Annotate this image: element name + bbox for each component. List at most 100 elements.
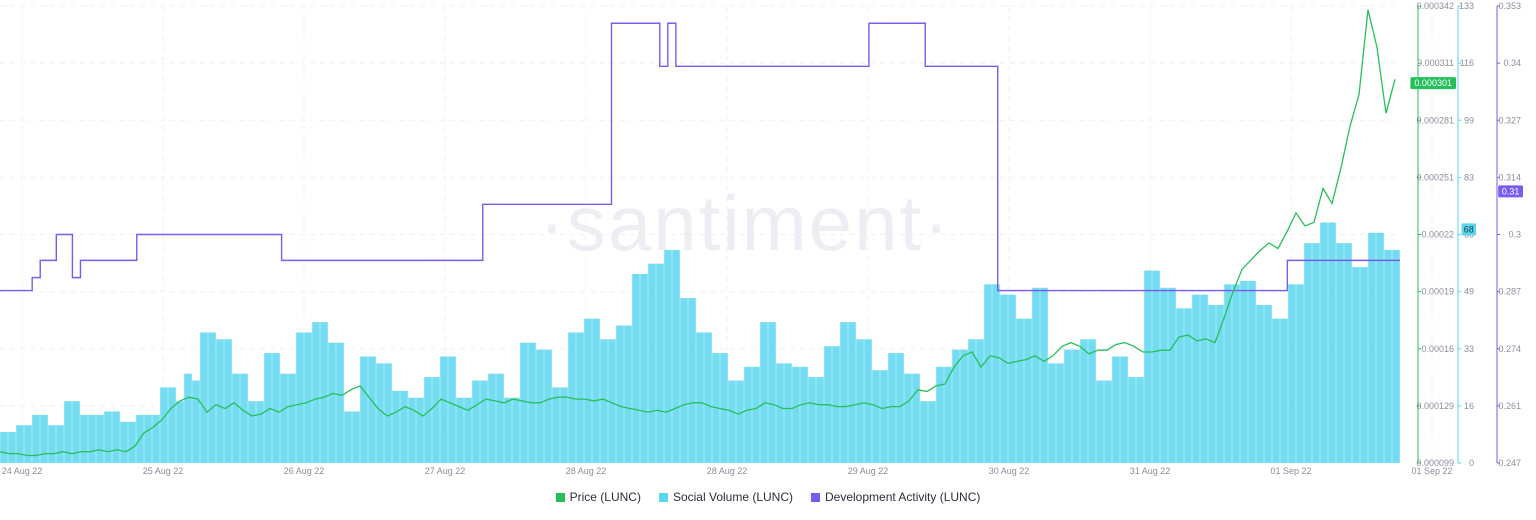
legend-swatch-dev (811, 492, 820, 502)
social-volume-bar (1352, 267, 1360, 463)
social-volume-bar (848, 322, 856, 463)
social-volume-bar (864, 339, 872, 463)
social-volume-bar (1120, 356, 1128, 463)
social-volume-bar (776, 363, 784, 463)
social-volume-bar (360, 356, 368, 463)
social-volume-bar (856, 339, 864, 463)
social-axis-tick-label: 0 (1469, 458, 1474, 468)
price-axis-tick-label: 0.00022 (1421, 230, 1454, 240)
social-volume-bar (976, 339, 984, 463)
social-volume-bar (1248, 280, 1256, 463)
social-volume-bars (0, 222, 1400, 463)
social-volume-bar (928, 401, 936, 463)
social-volume-bar (16, 425, 24, 463)
social-volume-bar (1272, 318, 1280, 463)
dev-axis-tick-label: 0.247 (1498, 458, 1521, 468)
price-value-badge (1410, 77, 1456, 90)
social-volume-bar (1336, 243, 1344, 463)
social-volume-bar (912, 373, 920, 463)
social-volume-bar (256, 401, 264, 463)
legend-label-social: Social Volume (LUNC) (672, 490, 793, 504)
social-volume-bar (792, 366, 800, 463)
social-volume-bar (1232, 284, 1240, 463)
price-axis-tick-label: 0.000251 (1416, 172, 1454, 182)
social-volume-bar (1128, 377, 1136, 463)
dev-axis-tick-label: 0.353 (1498, 1, 1521, 11)
social-volume-bar (968, 339, 976, 463)
dev-axis-tick-label: 0.274 (1498, 344, 1521, 354)
x-tick-label: 24 Aug 22 (2, 466, 43, 476)
legend-swatch-price (555, 492, 565, 502)
social-volume-bar (144, 414, 152, 463)
x-axis: 24 Aug 22 25 Aug 22 26 Aug 22 27 Aug 22 28 A… (2, 466, 1453, 476)
chart: ·santiment· 24 Aug 22 25 Aug 22 26 Aug 22 2… (0, 1, 1523, 476)
social-volume-bar (1096, 380, 1104, 463)
social-volume-bar (312, 322, 320, 463)
social-volume-bar (104, 411, 112, 463)
social-volume-bar (920, 401, 928, 463)
social-volume-bar (304, 332, 312, 463)
social-volume-bar (400, 390, 408, 463)
social-volume-bar (640, 274, 648, 463)
santiment-watermark: ·santiment· (539, 179, 951, 267)
price-axis-tick-label: 0.000281 (1416, 115, 1454, 125)
social-volume-bar (952, 349, 960, 463)
legend-item-price[interactable]: Price (LUNC) (555, 490, 641, 504)
social-volume-bar (184, 373, 192, 463)
social-volume-bar (1304, 243, 1312, 463)
social-volume-bar (560, 387, 568, 463)
social-volume-bar (1256, 304, 1264, 463)
social-volume-bar (96, 414, 104, 463)
social-volume-bar (696, 332, 704, 463)
price-axis-tick-label: 0.000342 (1416, 1, 1454, 11)
social-volume-bar (1384, 249, 1392, 463)
social-volume-bar (536, 349, 544, 463)
social-volume-bar (992, 284, 1000, 463)
social-volume-bar (416, 397, 424, 463)
social-volume-bar (64, 401, 72, 463)
social-volume-bar (280, 373, 288, 463)
y-axes: 0.000342 0.000311 0.000281 0.000251 0.00022 0… (1410, 1, 1523, 468)
legend-item-dev[interactable]: Development Activity (LUNC) (811, 490, 980, 504)
social-value-badge-label: 68 (1464, 224, 1474, 234)
series-lines (0, 9, 1400, 457)
social-volume-bar (1168, 287, 1176, 463)
social-volume-bar (496, 373, 504, 463)
social-volume-bar (344, 411, 352, 463)
social-volume-bar (888, 353, 896, 463)
legend-label-price: Price (LUNC) (569, 490, 641, 504)
social-volume-bar (112, 411, 120, 463)
legend-item-social[interactable]: Social Volume (LUNC) (658, 490, 793, 504)
social-volume-bar (40, 414, 48, 463)
social-volume-bar (56, 425, 64, 463)
social-volume-bar (600, 339, 608, 463)
social-volume-bar (1224, 284, 1232, 463)
social-volume-bar (1208, 304, 1216, 463)
social-volume-bar (576, 332, 584, 463)
social-volume-bar (944, 366, 952, 463)
social-volume-bar (520, 342, 528, 463)
social-volume-bar (264, 353, 272, 463)
social-volume-bar (1240, 280, 1248, 463)
social-volume-bar (1176, 308, 1184, 463)
dev-axis-tick-label: 0.327 (1498, 115, 1521, 125)
social-volume-bar (672, 249, 680, 463)
dev-value-badge (1498, 185, 1523, 198)
social-volume-bar (552, 387, 560, 463)
social-volume-bar (488, 373, 496, 463)
dev-value-badge-label: 0.31 (1502, 186, 1520, 196)
social-volume-bar (760, 322, 768, 463)
social-volume-bar (592, 318, 600, 463)
social-volume-bar (784, 363, 792, 463)
social-volume-bar (800, 366, 808, 463)
social-volume-bar (1264, 304, 1272, 463)
social-volume-bar (216, 339, 224, 463)
social-volume-bar (1072, 349, 1080, 463)
social-volume-bar (1056, 363, 1064, 463)
price-axis-tick-label: 0.000129 (1416, 401, 1454, 411)
social-volume-bar (704, 332, 712, 463)
social-volume-bar (240, 373, 248, 463)
social-volume-bar (840, 322, 848, 463)
legend: Price (LUNC) Social Volume (LUNC) Develo… (0, 490, 1536, 504)
social-volume-bar (1088, 339, 1096, 463)
